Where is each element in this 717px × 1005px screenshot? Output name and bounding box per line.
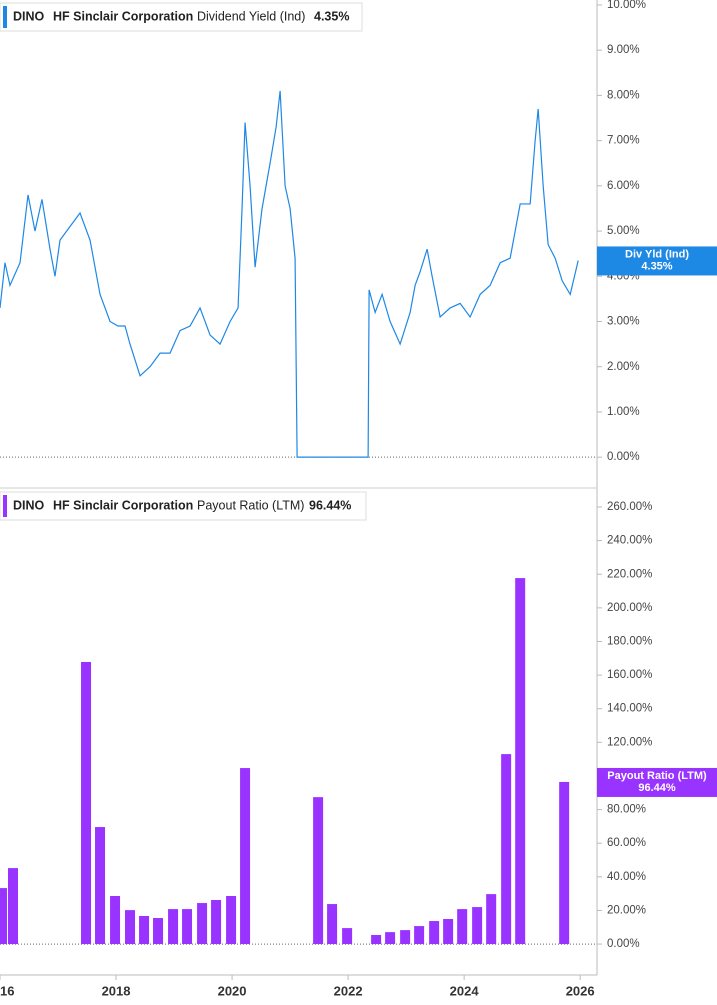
y-tick-label: 260.00% [607, 501, 652, 513]
legend-ticker: DINO [13, 498, 45, 512]
bar [226, 895, 237, 945]
series-line [0, 90, 579, 458]
bar [400, 930, 411, 945]
bar [7, 868, 18, 945]
bar [486, 894, 497, 945]
x-tick-label: 2018 [102, 983, 131, 998]
bar [139, 915, 150, 945]
bar [385, 932, 396, 945]
bar [559, 781, 570, 945]
y-tick-label: 180.00% [607, 636, 652, 648]
y-tick-label: 5.00% [607, 225, 640, 237]
y-tick-label: 9.00% [607, 44, 640, 56]
y-tick-label: 160.00% [607, 669, 652, 681]
y-tick-label: 6.00% [607, 180, 640, 192]
last-value-box [597, 246, 717, 276]
last-value-label: 96.44% [638, 782, 676, 794]
legend-box [0, 491, 367, 521]
bar [211, 900, 222, 945]
bar [327, 904, 338, 945]
y-tick-label: 60.00% [607, 837, 646, 849]
legend-swatch [3, 6, 7, 28]
y-tick-label: 8.00% [607, 89, 640, 101]
bar [168, 909, 179, 945]
bar [515, 578, 526, 945]
last-value-name: Div Yld (Ind) [625, 248, 689, 260]
bar [0, 888, 7, 945]
last-value-label: 4.35% [641, 260, 672, 272]
bar [429, 921, 440, 945]
bar [342, 928, 353, 945]
y-tick-label: 240.00% [607, 535, 652, 547]
y-tick-label: 140.00% [607, 703, 652, 715]
bar [95, 827, 106, 945]
y-tick-label: 3.00% [607, 316, 640, 328]
y-tick-label: 200.00% [607, 602, 652, 614]
y-tick-label: 1.00% [607, 406, 640, 418]
last-value-name: Payout Ratio (LTM) [607, 770, 707, 782]
bar [371, 934, 382, 945]
y-tick-label: 0.00% [607, 938, 640, 950]
bar [125, 910, 136, 945]
y-tick-label: 2.00% [607, 361, 640, 373]
x-tick-label: 2026 [566, 983, 595, 998]
bar [313, 797, 324, 945]
y-tick-label: 10.00% [607, 0, 646, 11]
legend-value: 96.44% [309, 498, 351, 512]
bar [110, 895, 121, 945]
y-tick-label: 120.00% [607, 736, 652, 748]
legend-swatch [3, 495, 7, 517]
legend-company: HF Sinclair Corporation [53, 498, 193, 512]
x-tick-label: 2022 [334, 983, 363, 998]
bar [457, 909, 468, 945]
bar [414, 926, 425, 945]
legend-ticker: DINO [13, 9, 45, 23]
legend-series: Payout Ratio (LTM) [197, 498, 304, 512]
y-tick-label: 40.00% [607, 871, 646, 883]
bar [197, 903, 208, 945]
y-tick-label: 0.00% [607, 451, 640, 463]
y-tick-label: 80.00% [607, 804, 646, 816]
bar [443, 919, 454, 945]
bar [81, 661, 92, 945]
y-tick-label: 220.00% [607, 568, 652, 580]
x-tick-label: 2024 [450, 983, 480, 998]
bar [240, 768, 251, 945]
legend-value: 4.35% [314, 9, 349, 23]
last-value-box [597, 767, 717, 797]
y-tick-label: 7.00% [607, 135, 640, 147]
y-tick-label: 20.00% [607, 904, 646, 916]
x-tick-label: 2016 [0, 983, 14, 998]
legend-company: HF Sinclair Corporation [53, 9, 193, 23]
bar [182, 909, 193, 945]
legend-box [0, 2, 363, 32]
bar [472, 907, 483, 945]
bar [501, 754, 512, 945]
x-tick-label: 2020 [218, 983, 247, 998]
bar [153, 918, 164, 945]
legend-series: Dividend Yield (Ind) [197, 9, 305, 23]
